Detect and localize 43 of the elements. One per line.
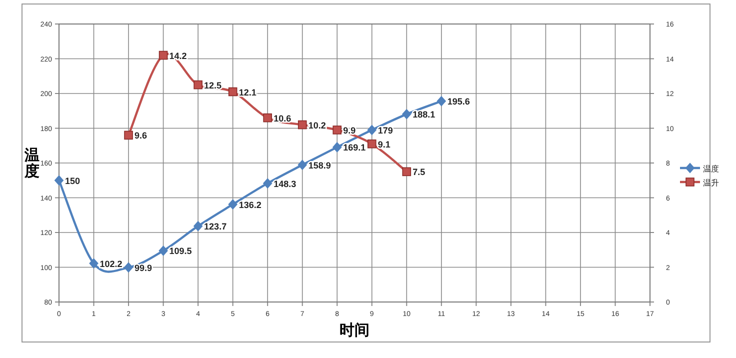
data-label: 123.7: [204, 222, 227, 232]
data-label: 102.2: [100, 258, 122, 269]
point: [89, 258, 98, 268]
data-label: 99.9: [134, 262, 152, 273]
data-label: 179: [378, 125, 393, 136]
point: [194, 221, 203, 232]
data-label: 109.5: [169, 246, 192, 256]
data-label: 10.6: [274, 113, 292, 124]
data-label: 9.6: [134, 130, 148, 141]
point: [332, 142, 342, 152]
point: [298, 120, 307, 130]
data-label: 136.2: [238, 200, 262, 210]
data-label: 9.1: [378, 139, 390, 150]
point: [367, 124, 376, 135]
data-label: 12.1: [238, 87, 256, 98]
data-label: 158.9: [308, 160, 331, 170]
point: [194, 80, 202, 90]
point: [54, 175, 64, 186]
legend-label: 温升: [703, 178, 719, 188]
point: [402, 167, 412, 176]
point: [263, 178, 272, 188]
point: [158, 50, 168, 60]
point: [124, 130, 133, 140]
data-label: 169.1: [343, 142, 366, 153]
point: [367, 139, 376, 148]
point: [263, 113, 272, 122]
point: [124, 262, 134, 272]
y-axis-title: 温度: [24, 147, 40, 180]
legend-label: 温度: [703, 164, 719, 174]
x-axis-title: 时间: [340, 322, 370, 339]
data-label: 148.3: [274, 178, 296, 189]
data-label: 150: [65, 176, 80, 186]
point: [436, 96, 446, 106]
data-label: 9.9: [343, 125, 356, 136]
point: [228, 87, 238, 96]
point: [402, 109, 412, 120]
point: [298, 160, 307, 170]
point: [332, 126, 342, 134]
data-label: 195.6: [447, 96, 470, 107]
data-label: 188.1: [412, 110, 436, 120]
data-label: 7.5: [412, 167, 426, 178]
point: [228, 199, 238, 210]
point: [158, 246, 168, 256]
